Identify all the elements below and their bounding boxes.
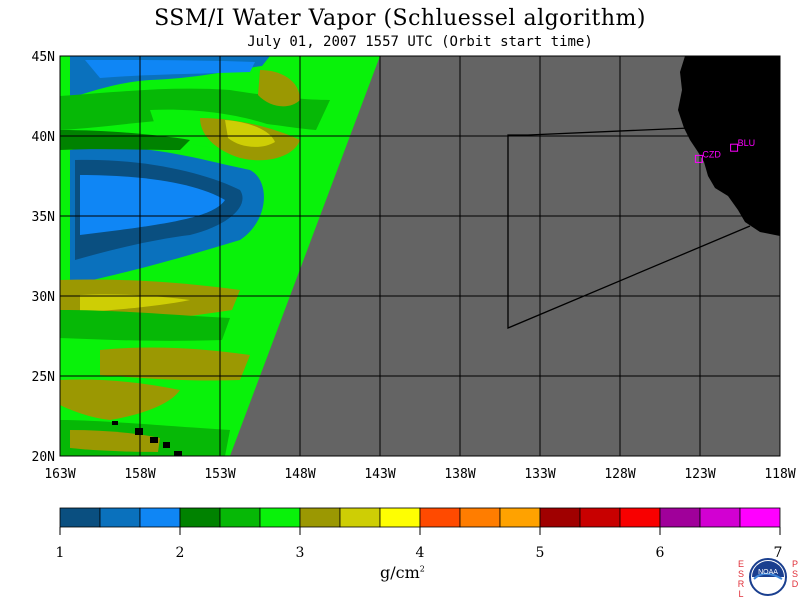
logo-letter: R [737, 579, 745, 589]
colorbar-tick-label: 7 [774, 545, 783, 561]
colorbar-tick-label: 2 [176, 545, 185, 561]
colorbar-units: g/cm2 [380, 563, 425, 582]
land-california [678, 56, 780, 236]
colorbar-swatch [99, 507, 141, 528]
lon-tick-label: 123W [684, 467, 715, 482]
lon-tick-label: 128W [604, 467, 635, 482]
colorbar-swatch [179, 507, 221, 528]
colorbar-swatch [739, 507, 781, 528]
colorbar-swatch [259, 507, 301, 528]
lon-tick-label: 138W [444, 467, 475, 482]
lon-tick-label: 153W [204, 467, 235, 482]
logo-letter: L [738, 589, 744, 599]
map-subtitle: July 01, 2007 1557 UTC (Orbit start time… [247, 34, 593, 50]
colorbar-swatch [219, 507, 261, 528]
lat-tick-label: 45N [32, 50, 55, 65]
colorbar-swatch [539, 507, 581, 528]
lon-tick-label: 133W [524, 467, 555, 482]
domain-box [507, 127, 751, 329]
station-markers: CZD BLU [694, 138, 756, 163]
colorbar-swatch [379, 507, 421, 528]
lon-tick-label: 143W [364, 467, 395, 482]
colorbar-swatch [499, 507, 541, 528]
colorbar-tick-label: 5 [536, 545, 545, 561]
colorbar-swatch [619, 507, 661, 528]
colorbar-tick-label: 1 [56, 545, 65, 561]
lat-lon-grid [60, 56, 780, 456]
colorbar-swatch [299, 507, 341, 528]
lat-tick-label: 40N [32, 130, 55, 145]
lon-tick-label: 163W [44, 467, 75, 482]
colorbar-swatch [699, 507, 741, 528]
station-marker-icon [694, 154, 703, 163]
colorbar-swatch [59, 507, 101, 528]
logo-letter: S [791, 569, 798, 579]
svg-text:NOAA: NOAA [758, 569, 778, 576]
lat-tick-label: 30N [32, 290, 55, 305]
logo-letter: E [737, 559, 744, 569]
colorbar-swatch [139, 507, 181, 528]
station-marker-icon [730, 143, 739, 152]
lat-tick-label: 35N [32, 210, 55, 225]
colorbar-swatch [339, 507, 381, 528]
colorbar-swatch [419, 507, 461, 528]
lon-tick-label: 158W [124, 467, 155, 482]
colorbar-tick-label: 3 [296, 545, 305, 561]
colorbar-swatch [579, 507, 621, 528]
station-label: CZD [702, 149, 721, 159]
colorbar: 1 2 3 4 5 6 7 [56, 507, 783, 561]
station-label: BLU [738, 138, 756, 148]
lat-tick-label: 20N [32, 450, 55, 465]
logo-letter: P [791, 559, 798, 569]
lon-tick-label: 148W [284, 467, 315, 482]
axis-ticks: 163W 158W 153W 148W 143W 138W 133W 128W 123W 118W… [32, 50, 796, 482]
lat-tick-label: 25N [32, 370, 55, 385]
noaa-logo-icon: NOAA [749, 558, 787, 596]
map-title: SSM/I Water Vapor (Schluessel algorithm) [154, 6, 646, 31]
colorbar-swatch [459, 507, 501, 528]
logo-letter: S [737, 569, 744, 579]
colorbar-swatch [659, 507, 701, 528]
colorbar-tick-label: 4 [416, 545, 425, 561]
colorbar-tick-label: 6 [656, 545, 665, 561]
hawaii-islands [112, 421, 182, 456]
logo-letter: D [791, 579, 799, 589]
lon-tick-label: 118W [764, 467, 795, 482]
